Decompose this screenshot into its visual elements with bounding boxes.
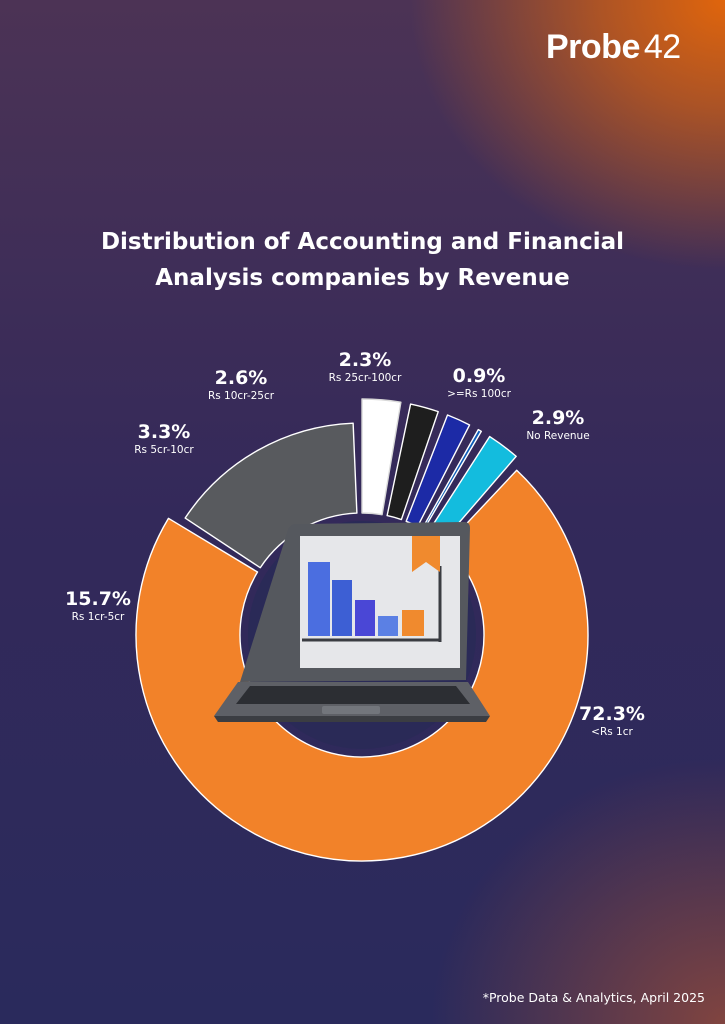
chart-title: Distribution of Accounting and Financial… — [40, 224, 685, 296]
screen-bar-4 — [378, 616, 398, 636]
pie-slice-3 — [386, 403, 439, 521]
screen-bar-1 — [308, 562, 330, 636]
slice-percent-label-5: 0.9% — [453, 365, 506, 387]
laptop-keyboard — [236, 686, 470, 704]
slice-category-label-0: <Rs 1cr — [591, 726, 633, 738]
slice-category-label-4: Rs 25cr-100cr — [329, 372, 402, 384]
bookmark-icon — [412, 536, 440, 572]
slice-category-label-6: No Revenue — [526, 430, 589, 442]
screen-bar-3 — [355, 600, 375, 636]
screen-bar-2 — [332, 580, 352, 636]
slice-category-label-3: Rs 10cr-25cr — [208, 390, 275, 402]
slice-percent-label-6: 2.9% — [532, 407, 585, 429]
pie-slice-1 — [184, 422, 358, 569]
source-note: *Probe Data & Analytics, April 2025 — [482, 990, 705, 1005]
slice-category-label-5: >=Rs 100cr — [447, 388, 512, 400]
screen-bar-5 — [402, 610, 424, 636]
laptop-trackpad — [322, 706, 380, 714]
slice-category-label-2: Rs 5cr-10cr — [134, 444, 194, 456]
chart-title-line-1: Distribution of Accounting and Financial — [100, 229, 625, 255]
laptop-illustration — [214, 522, 490, 722]
pie-labels: 72.3%<Rs 1cr 15.7%Rs 1cr-5cr 3.3%Rs 5cr-10… — [65, 349, 645, 738]
slice-percent-label-3: 2.6% — [215, 367, 268, 389]
slice-percent-label-2: 3.3% — [138, 421, 191, 443]
pie-slice-0 — [135, 469, 589, 862]
slice-percent-label-0: 72.3% — [579, 703, 645, 725]
slice-percent-label-1: 15.7% — [65, 588, 131, 610]
chart-title-line-2: Analysis companies by Revenue — [155, 265, 570, 291]
slice-percent-label-4: 2.3% — [339, 349, 392, 371]
slice-category-label-1: Rs 1cr-5cr — [72, 611, 125, 623]
pie-slice-2 — [361, 398, 402, 516]
probe42-logo: Probe 42 — [546, 28, 681, 66]
